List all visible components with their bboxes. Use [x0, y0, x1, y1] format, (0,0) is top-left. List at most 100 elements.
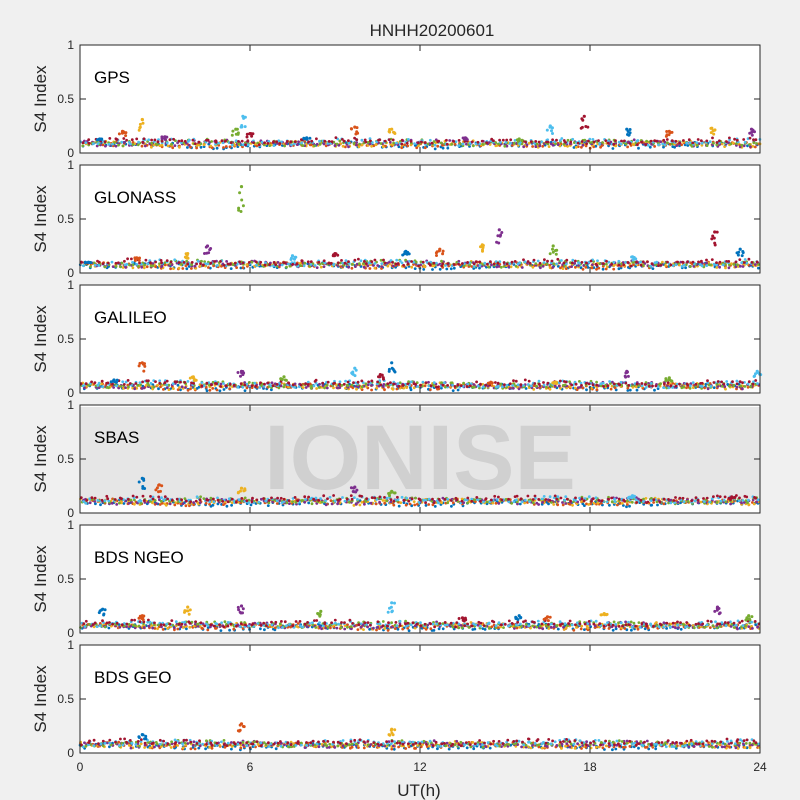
data-point — [574, 496, 577, 500]
data-point — [428, 263, 432, 267]
data-point — [297, 140, 300, 144]
data-point — [649, 264, 653, 268]
data-point — [423, 265, 427, 269]
data-point — [742, 144, 746, 148]
data-point — [155, 143, 159, 147]
data-point — [322, 265, 326, 268]
y-tick-label: 0 — [67, 146, 74, 160]
data-point — [442, 381, 446, 385]
data-point — [251, 132, 255, 136]
data-point — [456, 388, 460, 392]
data-point — [332, 386, 335, 390]
data-point — [201, 627, 204, 630]
data-point — [755, 369, 759, 373]
data-point — [107, 386, 110, 390]
data-point — [257, 143, 261, 147]
data-point — [135, 495, 139, 499]
data-point — [129, 142, 132, 146]
data-point — [293, 496, 297, 499]
data-point — [400, 146, 404, 150]
data-point — [191, 138, 195, 142]
data-point — [695, 141, 699, 145]
data-point — [607, 627, 611, 630]
data-point — [252, 141, 256, 145]
data-point — [551, 132, 554, 135]
data-point — [688, 141, 692, 145]
data-point — [239, 382, 243, 386]
data-point — [382, 258, 385, 262]
data-point — [650, 503, 654, 507]
data-point — [535, 142, 539, 146]
data-point — [451, 501, 455, 505]
data-point — [190, 263, 194, 267]
data-point — [632, 138, 636, 142]
data-point — [338, 382, 341, 386]
data-point — [112, 386, 115, 389]
data-point — [753, 145, 757, 149]
data-point — [730, 495, 734, 499]
data-point — [380, 265, 384, 268]
data-point — [137, 480, 141, 484]
data-point — [206, 262, 210, 266]
data-point — [219, 260, 222, 263]
data-point — [90, 496, 94, 500]
data-point — [364, 140, 368, 144]
data-point — [193, 142, 197, 146]
data-point — [667, 129, 671, 133]
data-point — [187, 143, 191, 147]
data-point — [268, 263, 271, 267]
data-point — [222, 264, 226, 267]
data-point — [121, 144, 125, 148]
data-point — [627, 133, 631, 137]
data-point — [377, 141, 381, 145]
data-point — [635, 261, 638, 264]
data-point — [144, 258, 148, 262]
data-point — [602, 385, 605, 388]
data-point — [508, 382, 512, 386]
data-point — [137, 364, 141, 368]
data-point — [219, 382, 223, 386]
data-point — [619, 142, 623, 146]
data-point — [330, 502, 334, 506]
data-point — [203, 252, 206, 255]
data-point — [440, 381, 443, 384]
data-point — [595, 264, 599, 267]
data-point — [228, 382, 232, 386]
data-point — [663, 382, 666, 386]
data-point — [617, 259, 621, 263]
data-point — [445, 142, 449, 146]
data-point — [665, 130, 669, 133]
data-point — [151, 497, 155, 501]
data-point — [139, 499, 143, 503]
data-point — [659, 263, 663, 267]
data-point — [360, 138, 364, 142]
data-point — [193, 387, 197, 391]
data-point — [553, 140, 557, 144]
data-point — [705, 144, 709, 148]
data-point — [558, 384, 561, 388]
data-point — [111, 142, 114, 146]
data-point — [207, 251, 211, 255]
data-point — [723, 495, 727, 499]
data-point — [103, 499, 107, 502]
data-point — [356, 131, 360, 135]
data-point — [230, 503, 234, 507]
data-point — [234, 127, 238, 131]
data-point — [630, 494, 635, 498]
data-point — [599, 382, 603, 386]
data-point — [355, 141, 359, 144]
data-point — [93, 263, 97, 267]
data-point — [190, 261, 194, 264]
data-point — [548, 124, 552, 128]
data-point — [360, 494, 363, 498]
data-point — [446, 146, 450, 150]
data-point — [499, 140, 502, 144]
data-point — [160, 135, 164, 139]
data-point — [278, 263, 282, 267]
data-point — [420, 140, 423, 144]
data-point — [156, 383, 160, 387]
data-point — [366, 140, 370, 144]
data-point — [350, 383, 354, 387]
data-point — [241, 261, 245, 265]
